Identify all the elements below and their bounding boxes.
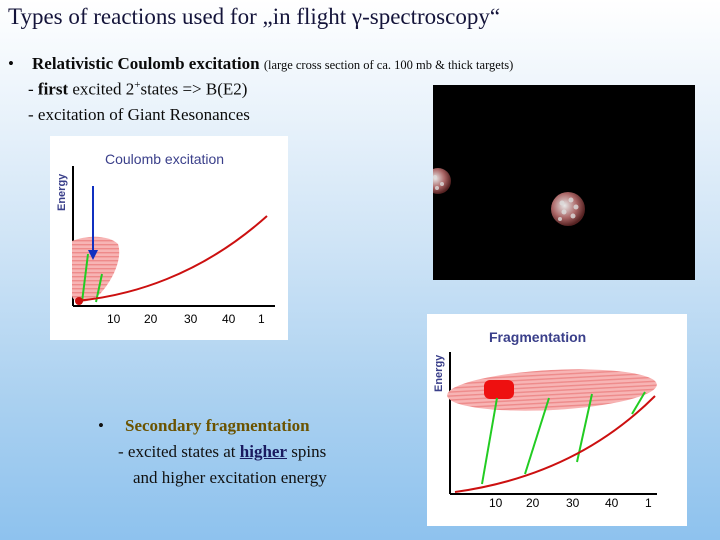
- line-mid: excited 2: [68, 79, 135, 99]
- tick-label: 1: [645, 496, 652, 510]
- fragmentation-diagram-title: Fragmentation: [489, 329, 586, 345]
- tick-label: 30: [566, 496, 580, 510]
- tick-label: 10: [107, 312, 121, 326]
- gamma-transition: [81, 253, 89, 303]
- line-suffix: states => B(E2): [140, 79, 248, 99]
- tick-label: 30: [184, 312, 198, 326]
- tick-label: 1: [258, 312, 265, 326]
- coulomb-line-first-excited: - first excited 2+states => B(E2): [28, 79, 247, 100]
- bullet-marker: •: [8, 54, 14, 73]
- tick-label: 40: [605, 496, 619, 510]
- gamma-transition: [576, 393, 593, 463]
- higher-keyword: higher: [239, 442, 288, 461]
- fragmentation-line-energy: and higher excitation energy: [133, 468, 327, 487]
- fragmentation-diagram: Fragmentation Energy 10 20 30 40 1: [427, 314, 687, 526]
- coulomb-ylabel: Energy: [56, 173, 68, 211]
- gamma-transition: [481, 397, 498, 485]
- first-keyword: first: [37, 79, 69, 99]
- coulomb-note: (large cross section of ca. 100 mb & thi…: [263, 58, 514, 72]
- initial-state-blob: [484, 380, 514, 399]
- coulomb-diagram-title: Coulomb excitation: [105, 151, 224, 167]
- slide-title: Types of reactions used for „in flight γ…: [8, 4, 501, 29]
- tick-label: 20: [526, 496, 540, 510]
- tick-label: 40: [222, 312, 236, 326]
- tick-label: 10: [489, 496, 503, 510]
- yrast-curve: [454, 395, 656, 493]
- tick-label: 20: [144, 312, 158, 326]
- line-suffix: spins: [287, 442, 327, 461]
- coulomb-line-giant-resonances: - excitation of Giant Resonances: [28, 105, 250, 124]
- ground-state-dot: [75, 297, 83, 305]
- bullet-coulomb-excitation: • Relativistic Coulomb excitation (large …: [8, 54, 513, 74]
- bullet-marker: •: [98, 416, 104, 435]
- gamma-transition: [631, 391, 646, 415]
- fragmentation-heading: Secondary fragmentation: [125, 416, 310, 435]
- gamma-transition: [524, 397, 550, 475]
- gamma-transition: [95, 273, 103, 303]
- coulomb-heading: Relativistic Coulomb excitation: [32, 54, 260, 73]
- parity-sup: +: [134, 79, 141, 91]
- bullet-secondary-fragmentation: • Secondary fragmentation: [98, 416, 310, 436]
- coulomb-excitation-diagram: Coulomb excitation Energy 10 20 30 40 1: [50, 136, 288, 340]
- coulomb-arrowhead: [88, 250, 98, 260]
- target-nucleus-icon: [551, 192, 585, 226]
- fragmentation-ylabel: Energy: [433, 354, 445, 392]
- excitation-band: [72, 236, 120, 302]
- excitation-region: [447, 369, 657, 411]
- yrast-curve: [75, 215, 268, 302]
- line-prefix: - excited states at: [118, 442, 240, 461]
- reaction-animation-panel: [425, 85, 695, 280]
- line-prefix: -: [28, 79, 38, 99]
- projectile-nucleus-icon: [425, 168, 451, 194]
- fragmentation-line-spins: - excited states at higher spins: [118, 442, 326, 462]
